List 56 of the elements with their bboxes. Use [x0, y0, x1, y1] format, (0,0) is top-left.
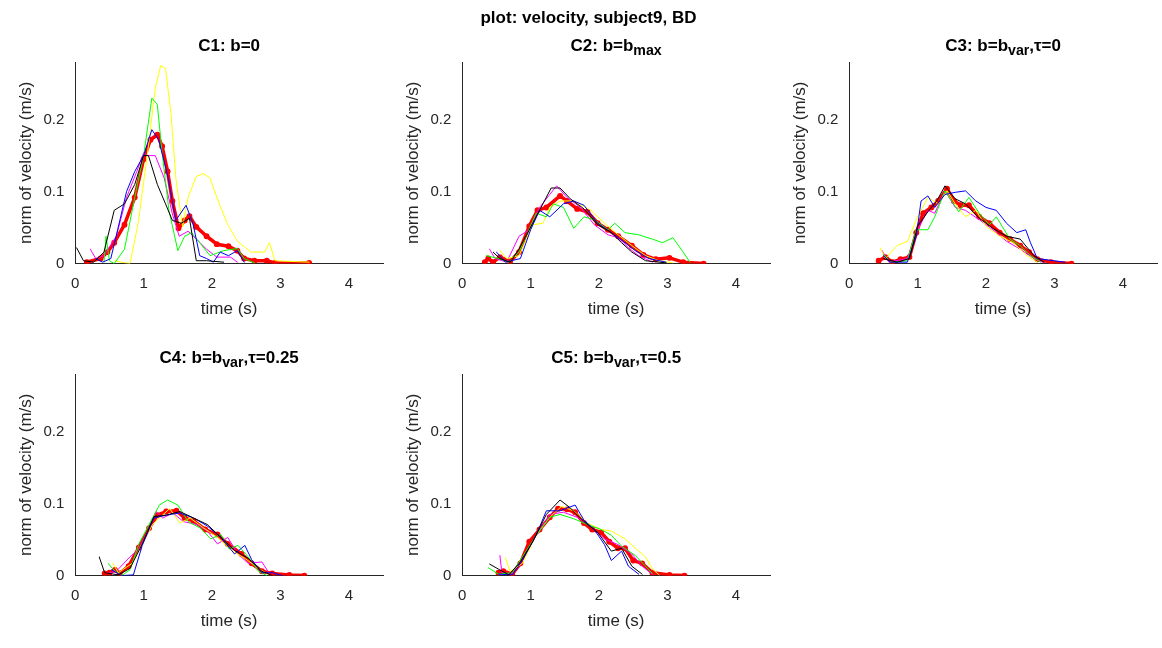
- y-axis-title: norm of velocity (m/s): [402, 81, 422, 245]
- y-tick-label: 0.1: [817, 181, 839, 199]
- y-tick-label: 0.2: [43, 109, 65, 127]
- chart-title: C5: b=b$_{var}$,τ=0.5: [551, 348, 682, 371]
- x-tick-label: 4: [1118, 273, 1127, 291]
- x-tick-label: 2: [207, 585, 217, 603]
- y-tick-label: 0.1: [43, 493, 65, 511]
- x-tick-label: 1: [139, 585, 148, 603]
- x-tick-label: 0: [71, 273, 80, 291]
- x-tick-label: 4: [344, 585, 353, 603]
- x-tick-label: 0: [71, 585, 80, 603]
- y-tick-label: 0: [442, 565, 452, 583]
- x-tick-label: 3: [663, 585, 672, 603]
- y-axis-title: norm of velocity (m/s): [402, 393, 422, 557]
- x-tick-label: 4: [344, 273, 353, 291]
- y-tick-label: 0.1: [43, 181, 65, 199]
- y-tick-label: 0.2: [430, 109, 452, 127]
- x-axis-title: time (s): [587, 611, 645, 631]
- x-tick-label: 2: [594, 273, 604, 291]
- y-tick-label: 0: [442, 253, 452, 271]
- chart-title: C3: b=b$_{var}$,τ=0: [945, 36, 1062, 59]
- x-tick-label: 2: [594, 585, 604, 603]
- x-axis-title: time (s): [200, 299, 258, 319]
- x-tick-label: 2: [207, 273, 217, 291]
- x-tick-label: 1: [526, 585, 535, 603]
- chart-title: C1: b=0: [198, 36, 261, 56]
- y-tick-label: 0: [55, 565, 65, 583]
- x-tick-label: 2: [981, 273, 991, 291]
- text: plot: velocity, subject9, BD: [480, 8, 697, 27]
- x-tick-label: 3: [276, 585, 285, 603]
- x-tick-label: 4: [731, 273, 740, 291]
- x-tick-label: 0: [458, 273, 467, 291]
- y-axis-title: norm of velocity (m/s): [15, 81, 35, 245]
- x-tick-label: 1: [139, 273, 148, 291]
- y-tick-label: 0: [55, 253, 65, 271]
- x-tick-label: 0: [845, 273, 854, 291]
- y-axis-title: norm of velocity (m/s): [15, 393, 35, 557]
- chart-title: C4: b=b$_{var}$,τ=0.25: [159, 348, 299, 371]
- y-tick-label: 0: [829, 253, 839, 271]
- y-tick-label: 0.2: [43, 421, 65, 439]
- x-axis-title: time (s): [974, 299, 1032, 319]
- x-axis-title: time (s): [587, 299, 645, 319]
- y-tick-label: 0.1: [430, 181, 452, 199]
- x-tick-label: 3: [276, 273, 285, 291]
- x-axis-title: time (s): [200, 611, 258, 631]
- y-tick-label: 0.1: [430, 493, 452, 511]
- x-tick-label: 0: [458, 585, 467, 603]
- x-tick-label: 4: [731, 585, 740, 603]
- x-tick-label: 3: [1050, 273, 1059, 291]
- y-tick-label: 0.2: [430, 421, 452, 439]
- x-tick-label: 1: [913, 273, 922, 291]
- x-tick-label: 1: [526, 273, 535, 291]
- y-axis-title: norm of velocity (m/s): [789, 81, 809, 245]
- x-tick-label: 3: [663, 273, 672, 291]
- y-tick-label: 0.2: [817, 109, 839, 127]
- chart-title: C2: b=b$_{max}$: [570, 36, 662, 59]
